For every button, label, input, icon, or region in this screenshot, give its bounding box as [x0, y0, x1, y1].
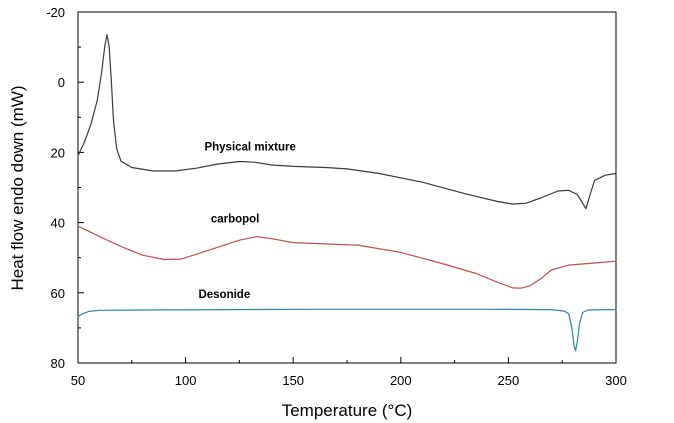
x-tick-label: 150	[282, 373, 304, 388]
series-annotations: Physical mixture carbopol Desonide	[198, 142, 295, 301]
y-tick-label: 60	[51, 286, 65, 301]
x-tick-label: 250	[498, 373, 520, 388]
series-label-desonide: Desonide	[198, 289, 250, 301]
x-tick-label: 200	[390, 373, 412, 388]
series-lines	[77, 34, 617, 352]
axis-ticks: 50 100 150 200 250 300 -20 0 20 40 60 80	[46, 5, 627, 388]
series-line-desonide	[77, 308, 617, 352]
series-label-carbopol: carbopol	[211, 214, 260, 226]
y-axis-title: Heat flow endo down (mW)	[8, 85, 27, 290]
x-tick-label: 300	[605, 373, 627, 388]
y-tick-label: 20	[51, 145, 65, 160]
x-axis-title: Temperature (°C)	[282, 401, 413, 420]
series-line-physical-mixture	[77, 34, 617, 210]
x-tick-label: 100	[175, 373, 197, 388]
series-label-physical-mixture: Physical mixture	[204, 142, 295, 154]
y-tick-label: -20	[46, 5, 65, 20]
y-tick-label: 0	[58, 75, 65, 90]
x-tick-label: 50	[71, 373, 85, 388]
series-line-carbopol	[77, 225, 617, 289]
y-tick-label: 80	[51, 356, 65, 371]
y-tick-label: 40	[51, 216, 65, 231]
